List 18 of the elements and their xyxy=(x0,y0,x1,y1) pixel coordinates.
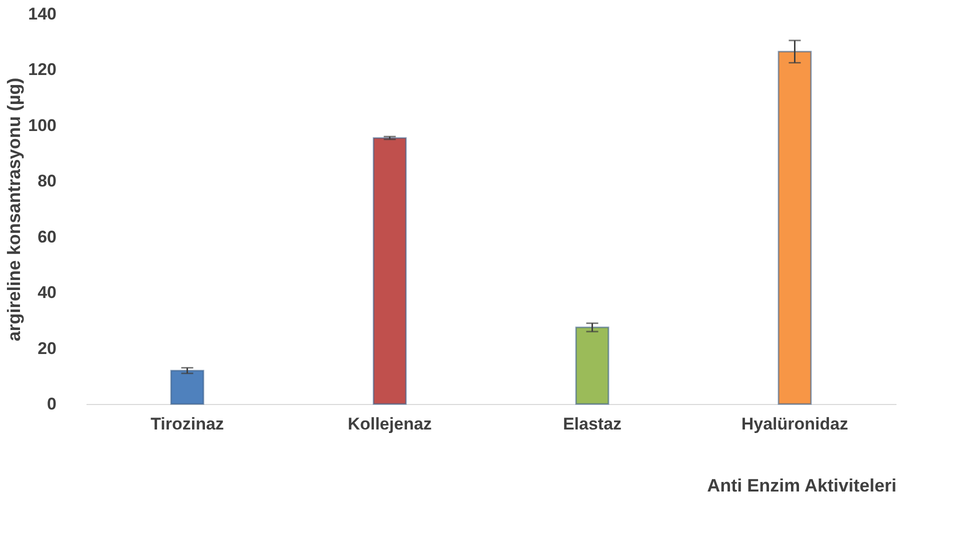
bar xyxy=(170,370,204,405)
x-tick-label: Tirozinaz xyxy=(150,414,224,434)
y-tick-label: 140 xyxy=(28,4,56,24)
x-axis-title: Anti Enzim Aktiviteleri xyxy=(707,476,896,496)
y-tick-label: 100 xyxy=(28,116,56,135)
bar xyxy=(778,50,812,405)
y-axis-title: argireline konsantrasyonu (µg) xyxy=(4,78,24,342)
y-tick-label: 120 xyxy=(28,60,56,80)
y-tick-label: 20 xyxy=(38,338,56,358)
bar xyxy=(575,326,610,405)
bar xyxy=(372,137,407,405)
x-tick-label: Kollejenaz xyxy=(348,414,432,434)
y-tick-label: 40 xyxy=(38,283,56,302)
x-tick-label: Hyalüronidaz xyxy=(741,414,848,434)
y-tick-label: 60 xyxy=(38,227,56,246)
x-tick-label: Elastaz xyxy=(562,414,622,434)
y-tick-label: 0 xyxy=(47,394,56,414)
y-tick-label: 80 xyxy=(38,172,56,191)
